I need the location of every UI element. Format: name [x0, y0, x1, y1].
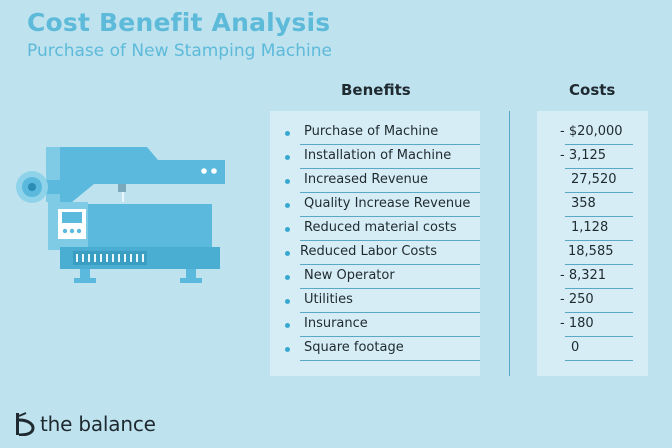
bullet-icon [285, 179, 290, 184]
row-label: Insurance [304, 316, 368, 331]
row-label: New Operator [304, 268, 395, 283]
brand-logo: the balance [14, 412, 156, 436]
row-rule [300, 312, 480, 313]
row-rule [300, 336, 480, 337]
table-row: Quality Increase Revenue 358 [270, 194, 648, 218]
row-cost: 27,520 [571, 172, 617, 187]
bullet-icon [285, 131, 290, 136]
table-row: Reduced material costs 1,128 [270, 218, 648, 242]
bullet-icon [285, 275, 290, 280]
table-row: Reduced Labor Costs 18,585 [270, 242, 648, 266]
row-rule [300, 168, 480, 169]
row-cost: 18,585 [568, 244, 614, 259]
row-label: Square footage [304, 340, 404, 355]
cost-rule [565, 192, 633, 193]
row-label: Quality Increase Revenue [304, 196, 471, 211]
row-cost: - $20,000 [560, 124, 623, 139]
cost-rule [565, 144, 633, 145]
benefits-panel [270, 111, 480, 376]
brand-name: the balance [40, 412, 156, 436]
table-row: Installation of Machine - 3,125 [270, 146, 648, 170]
row-rule [300, 216, 480, 217]
stamping-machine-icon [16, 147, 225, 283]
cost-rule [565, 360, 633, 361]
cost-rule [565, 216, 633, 217]
row-label: Reduced material costs [304, 220, 457, 235]
bullet-icon [285, 203, 290, 208]
table-row: New Operator - 8,321 [270, 266, 648, 290]
page-title: Cost Benefit Analysis [27, 8, 331, 37]
row-label: Increased Revenue [304, 172, 429, 187]
bullet-icon [285, 251, 290, 256]
row-cost: 358 [571, 196, 596, 211]
row-cost: - 3,125 [560, 148, 607, 163]
row-label: Purchase of Machine [304, 124, 439, 139]
bullet-icon [285, 227, 290, 232]
bullet-icon [285, 323, 290, 328]
bullet-icon [285, 299, 290, 304]
row-cost: 0 [571, 340, 580, 355]
cost-rule [565, 312, 633, 313]
row-rule [300, 240, 480, 241]
row-cost: - 180 [560, 316, 594, 331]
row-label: Installation of Machine [304, 148, 452, 163]
cost-rule [565, 288, 633, 289]
row-rule [300, 360, 480, 361]
row-label: Reduced Labor Costs [300, 244, 438, 259]
column-divider [509, 111, 510, 376]
row-rule [300, 288, 480, 289]
bullet-icon [285, 347, 290, 352]
row-cost: - 250 [560, 292, 594, 307]
page-subtitle: Purchase of New Stamping Machine [27, 41, 332, 61]
table-row: Insurance - 180 [270, 314, 648, 338]
table-row: Utilities - 250 [270, 290, 648, 314]
cost-rule [565, 240, 633, 241]
row-rule [300, 192, 480, 193]
costs-panel [537, 111, 648, 376]
the-balance-logo-icon [16, 412, 35, 436]
bullet-icon [285, 155, 290, 160]
cost-rule [565, 168, 633, 169]
cost-rule [565, 264, 633, 265]
table-row: Square footage 0 [270, 338, 648, 362]
benefits-column-header: Benefits [341, 81, 411, 99]
row-label: Utilities [304, 292, 353, 307]
cost-rule [565, 336, 633, 337]
row-rule [300, 264, 480, 265]
row-cost: - 8,321 [560, 268, 607, 283]
table-row: Purchase of Machine - $20,000 [270, 122, 648, 146]
table-row: Increased Revenue 27,520 [270, 170, 648, 194]
row-rule [300, 144, 480, 145]
row-cost: 1,128 [571, 220, 609, 235]
costs-column-header: Costs [569, 81, 616, 99]
